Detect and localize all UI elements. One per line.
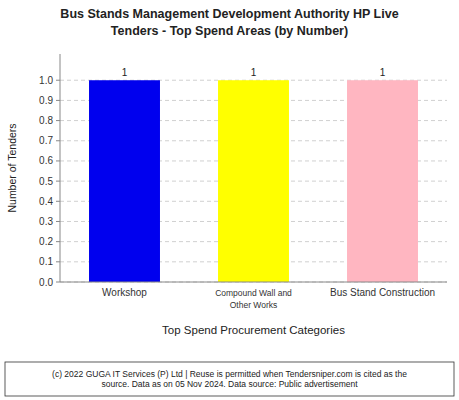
tick-label: 0.0	[39, 277, 53, 288]
title: Bus Stands Management Development Author…	[60, 7, 398, 21]
tick-label: 0.3	[39, 216, 53, 227]
tick-label: 0.4	[39, 196, 53, 207]
tick-mark	[56, 140, 60, 141]
bars	[89, 80, 418, 282]
subtitle: Tenders - Top Spend Areas (by Number)	[111, 24, 348, 38]
bar	[347, 80, 418, 282]
bar	[89, 80, 160, 282]
tick-label: 0.2	[39, 236, 53, 247]
footer: (c) 2022 GUGA IT Services (P) Ltd | Reus…	[5, 362, 454, 396]
data-label: 1	[251, 67, 257, 78]
tick-mark	[56, 100, 60, 101]
y-axis-label: Number of Tenders	[6, 123, 18, 212]
tick-mark	[56, 221, 60, 222]
tick-mark	[56, 282, 60, 283]
tick-mark	[56, 160, 60, 161]
axis-line	[60, 282, 447, 283]
tick-mark	[56, 201, 60, 202]
x-axis-label: Top Spend Procurement Categories	[162, 324, 345, 336]
tick-label-line: Other Works	[230, 300, 278, 310]
y-axis: 0.0 0.1 0.2 0.3 0.4 0.5 0.6 0.7 0.8 0.9 1.0	[39, 54, 60, 288]
tick-mark	[56, 120, 60, 121]
tick-mark	[56, 261, 60, 262]
axis-line	[60, 54, 61, 282]
tick-mark	[56, 80, 60, 81]
tick-label-line: Compound Wall and	[215, 288, 292, 298]
data-labels: 1 1 1	[122, 67, 386, 78]
tick-label: 1.0	[39, 75, 53, 86]
bar	[218, 80, 289, 282]
tick-mark	[56, 241, 60, 242]
tick-mark	[56, 181, 60, 182]
tick-label: Bus Stand Construction	[330, 287, 435, 298]
tick-label: 0.5	[39, 176, 53, 187]
footer-text: source. Data as on 05 Nov 2024. Data sou…	[101, 379, 358, 389]
footer-text: (c) 2022 GUGA IT Services (P) Ltd | Reus…	[52, 369, 407, 379]
tick-label-line: Bus Stand Construction	[330, 287, 435, 298]
tick-label: Workshop	[102, 287, 147, 298]
x-axis: Workshop Compound Wall and Other Works Bus …	[60, 282, 447, 310]
data-label: 1	[380, 67, 386, 78]
tick-label: 0.6	[39, 155, 53, 166]
tick-label: 0.8	[39, 115, 53, 126]
tick-label: 0.7	[39, 135, 53, 146]
background	[0, 0, 459, 400]
grid-line	[60, 282, 447, 283]
data-label: 1	[122, 67, 128, 78]
chart: Bus Stands Management Development Author…	[0, 0, 459, 400]
tick-label: Compound Wall and Other Works	[215, 288, 292, 310]
tick-label: 0.9	[39, 95, 53, 106]
grid	[60, 80, 447, 282]
tick-label: 0.1	[39, 256, 53, 267]
footer-box	[5, 362, 454, 396]
tick-label-line: Workshop	[102, 287, 147, 298]
